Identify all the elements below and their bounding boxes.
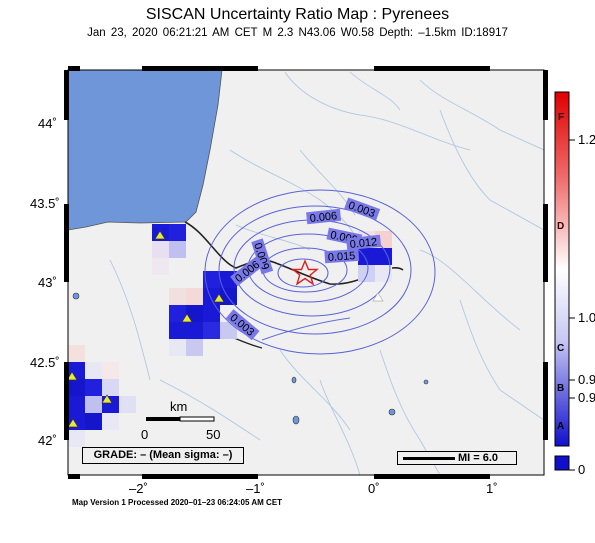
scale-bar [146,416,215,422]
lat-label: 43.5˚ [30,196,60,211]
uncertainty-contours [204,189,436,355]
lat-label: 42.5˚ [30,355,60,370]
map-subtitle: Jan 23, 2020 06:21:21 AM CET M 2.3 N43.0… [87,27,508,39]
lat-label: 42˚ [38,433,57,448]
scale-min: 0 [141,427,149,442]
contour-label-group: 0.003 0.006 0.009 0.009 0.012 0.015 0.00… [225,197,382,341]
colorbar-value: 0 [578,462,586,477]
mi-bar [403,457,455,460]
map-footer: Map Version 1 Processed 2020–01–23 06:24… [72,498,283,507]
sea-area [68,70,223,231]
lon-label: –1˚ [246,481,265,496]
colorbar-letter: A [557,421,565,432]
lakes [72,292,429,425]
colorbar-ticks [569,139,575,471]
colorbar-letter: F [558,112,565,123]
colorbar-value: 1.0 [578,310,595,325]
mi-text: MI = 6.0 [458,452,499,464]
mi-box: MI = 6.0 [397,451,517,465]
lat-label: 43˚ [38,275,57,290]
triangle-icon [68,418,79,428]
triangle-icon [213,293,225,303]
triangle-icon [68,371,78,381]
colorbar-letter: C [557,343,565,354]
contour-label: 0.006 [309,210,338,225]
star-icon [291,259,319,286]
frame-bars [64,66,548,479]
colorbar-letter: B [557,383,565,394]
triangle-icon [101,394,113,404]
uncertainty-cells [68,224,392,447]
colorbar-value: 1.2 [578,132,595,147]
lon-label: 0˚ [368,481,380,496]
colorbar-value: 0.9 [578,372,595,387]
map-title: SISCAN Uncertainty Ratio Map : Pyrenees [145,6,450,23]
scale-unit: km [170,399,188,414]
colorbar-floor [554,455,570,471]
lat-label: 44˚ [38,116,57,131]
contour-label: 0.012 [349,236,378,251]
lon-label: –2˚ [129,481,148,496]
colorbar-letter: D [557,221,565,232]
triangle-icon [154,230,166,240]
grade-text: GRADE: – (Mean sigma: –) [93,449,233,461]
contour-label: 0.015 [327,250,355,264]
lon-label: 1˚ [486,481,498,496]
scale-max: 50 [206,427,221,442]
triangle-icon [181,313,193,323]
colorbar-value: 0.9 [578,390,595,405]
grade-box: GRADE: – (Mean sigma: –) [82,447,244,464]
colorbar [554,91,570,447]
